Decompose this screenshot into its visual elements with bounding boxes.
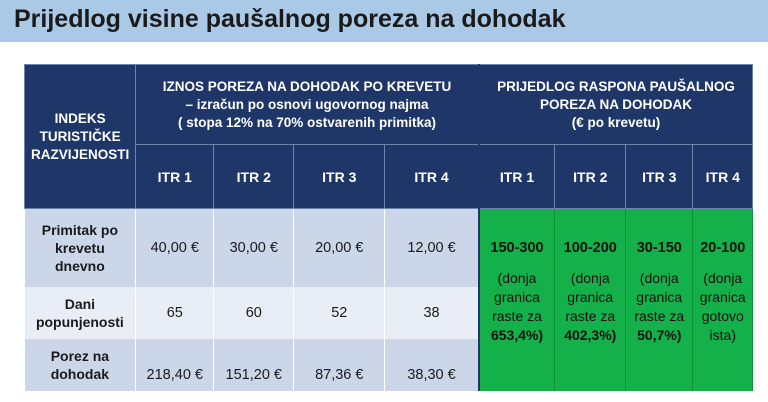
table-cell: 87,36 € [293, 338, 386, 391]
table-cell: 38 [384, 286, 480, 339]
table-row: Primitak po krevetu dnevno 40,00 € 30,00… [24, 208, 754, 391]
note-line: granica [636, 289, 683, 305]
proposal-range: 20-100 [700, 240, 746, 256]
proposal-cell-itr4: 20-100 (donja granica gotovo ista) [692, 208, 754, 391]
col-header-itr1: ITR 1 [135, 144, 215, 209]
note-line: raste za [634, 308, 685, 324]
proposal-cell-itr2: 100-200 (donja granica raste za 402,3%) [554, 208, 627, 391]
table-row: Porez na dohodak 218,40 € 151,20 € 87,36… [24, 338, 753, 391]
index-header-cell: INDEKS TURISTIČKE RAZVIJENOSTI [23, 64, 137, 209]
note-line: (donja [703, 270, 743, 286]
table-row: Dani popunjenosti 65 60 52 38 [24, 286, 753, 339]
group1-header: IZNOS POREZA NA DOHODAK PO KREVETU – izr… [135, 64, 480, 145]
group2-header-line2: POREZA NA DOHODAK [540, 96, 693, 112]
note-percent: 50,7%) [637, 327, 682, 343]
note-percent: 653,4%) [490, 327, 544, 343]
tax-table: INDEKS TURISTIČKE RAZVIJENOSTI IZNOS POR… [23, 64, 754, 391]
note-line: granica [567, 289, 614, 305]
note-line: (donja [497, 270, 537, 286]
proposal-note: (donja granica raste za 50,7%) [634, 270, 684, 343]
col-header-prop-itr1: ITR 1 [477, 144, 556, 209]
table-cell: 20,00 € [293, 208, 386, 287]
note-line: gotovo [701, 308, 744, 324]
table-cell: 218,40 € [135, 338, 215, 391]
group1-header-line2: – izračun po osnovi ugovornog najma [185, 96, 429, 112]
proposal-note: (donja granica raste za 653,4%) [491, 270, 543, 343]
proposal-range: 150-300 [490, 240, 544, 256]
col-header-itr4: ITR 4 [384, 144, 480, 209]
index-header: INDEKS TURISTIČKE RAZVIJENOSTI [31, 110, 130, 162]
note-line: (donja [570, 270, 610, 286]
group2-header-line3: (€ po krevetu) [571, 114, 661, 130]
note-percent: 402,3%) [564, 327, 617, 343]
col-header-itr3: ITR 3 [293, 144, 386, 209]
table-cell: 52 [293, 286, 386, 339]
title-bar: Prijedlog visine paušalnog poreza na doh… [0, 0, 768, 42]
proposal-range: 30-150 [636, 240, 682, 256]
table-cell: 12,00 € [384, 208, 480, 287]
col-header-prop-itr3: ITR 3 [625, 144, 694, 209]
group2-header: PRIJEDLOG RASPONA PAUŠALNOG POREZA NA DO… [477, 64, 754, 145]
proposal-note: (donja granica raste za 402,3%) [564, 270, 616, 343]
group1-header-line1: IZNOS POREZA NA DOHODAK PO KREVETU [162, 78, 452, 94]
table-cell: 30,00 € [213, 208, 295, 287]
note-line: granica [699, 289, 746, 305]
note-line: granica [494, 289, 540, 305]
proposal-cell-itr1: 150-300 (donja granica raste za 653,4%) [477, 208, 556, 391]
note-line: ista) [709, 327, 736, 343]
col-header-prop-itr2: ITR 2 [554, 144, 627, 209]
row-label: Primitak po krevetu dnevno [24, 208, 137, 287]
table-cell: 40,00 € [135, 208, 215, 287]
proposal-cell-itr3: 30-150 (donja granica raste za 50,7%) [625, 208, 694, 391]
group2-header-line1: PRIJEDLOG RASPONA PAUŠALNOG [497, 78, 735, 94]
table-cell: 65 [135, 286, 215, 339]
group1-header-line3: ( stopa 12% na 70% ostvarenih primitka) [177, 114, 437, 130]
note-line: raste za [492, 308, 542, 324]
col-header-itr2: ITR 2 [213, 144, 295, 209]
proposal-note: (donja granica gotovo ista) [700, 270, 746, 343]
table-cell: 151,20 € [213, 338, 295, 391]
row-label: Porez na dohodak [24, 338, 137, 391]
page-title: Prijedlog visine paušalnog poreza na doh… [14, 5, 566, 33]
row-label: Dani popunjenosti [24, 286, 137, 339]
note-line: raste za [565, 308, 616, 324]
note-line: (donja [639, 270, 679, 286]
table-cell: 38,30 € [384, 338, 480, 391]
table-cell: 60 [213, 286, 295, 339]
col-header-prop-itr4: ITR 4 [692, 144, 754, 209]
proposal-range: 100-200 [563, 240, 617, 256]
